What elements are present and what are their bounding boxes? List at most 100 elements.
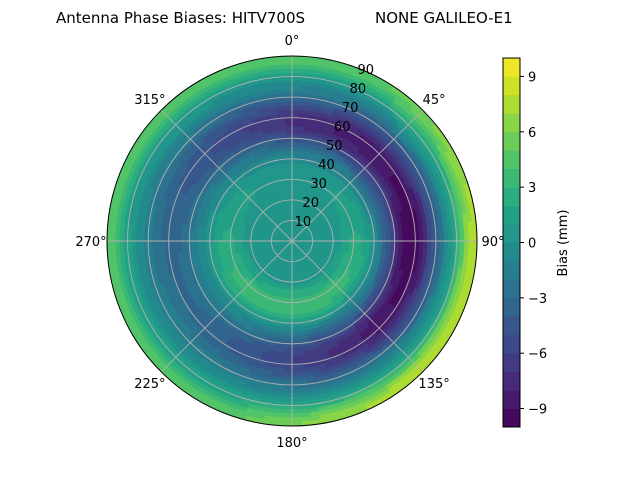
- field-cell: [283, 384, 293, 390]
- field-cell: [287, 166, 293, 172]
- field-cell: [287, 318, 293, 324]
- field-cell: [287, 314, 293, 320]
- field-cell: [201, 231, 207, 237]
- field-cell: [282, 409, 293, 414]
- field-cell: [201, 245, 207, 251]
- field-cell: [176, 240, 182, 248]
- field-cell: [221, 237, 227, 242]
- field-cell: [386, 235, 391, 242]
- field-cell: [296, 142, 303, 148]
- field-cell: [284, 372, 293, 377]
- field-cell: [423, 233, 428, 242]
- field-cell: [283, 400, 293, 406]
- field-cell: [291, 298, 296, 303]
- field-cell: [291, 380, 300, 386]
- field-cell: [291, 351, 299, 357]
- field-cell: [427, 240, 433, 249]
- field-cell: [184, 240, 190, 247]
- field-cell: [460, 231, 465, 242]
- field-cell: [282, 326, 288, 332]
- field-cell: [291, 355, 299, 361]
- field-cell: [221, 240, 227, 245]
- field-cell: [197, 235, 202, 242]
- field-cell: [443, 240, 449, 250]
- field-cell: [283, 84, 293, 90]
- field-cell: [147, 233, 153, 242]
- field-cell: [291, 88, 301, 94]
- field-cell: [284, 105, 293, 110]
- field-cell: [217, 240, 223, 246]
- field-cell: [291, 129, 299, 135]
- field-cell: [291, 105, 300, 110]
- field-cell: [402, 240, 408, 248]
- field-cell: [288, 179, 293, 184]
- field-cell: [291, 121, 299, 127]
- field-cell: [344, 234, 350, 239]
- field-cell: [365, 236, 371, 242]
- field-cell: [418, 240, 424, 249]
- field-cell: [291, 68, 302, 73]
- field-cell: [151, 233, 157, 242]
- field-cell: [176, 234, 182, 242]
- field-cell: [291, 339, 298, 345]
- field-cell: [180, 240, 186, 248]
- field-cell: [382, 235, 387, 242]
- field-cell: [291, 409, 302, 414]
- field-cell: [291, 343, 298, 349]
- field-cell: [410, 240, 416, 248]
- field-cell: [291, 326, 298, 332]
- field-cell: [382, 240, 387, 247]
- field-cell: [283, 76, 293, 82]
- field-cell: [291, 100, 300, 106]
- field-cell: [291, 310, 297, 316]
- field-cell: [291, 372, 300, 377]
- field-cell: [283, 388, 293, 394]
- field-cell: [284, 380, 293, 386]
- field-cell: [213, 236, 219, 242]
- field-cell: [143, 232, 149, 242]
- field-cell: [230, 240, 235, 245]
- field-cell: [286, 339, 293, 345]
- field-cell: [291, 174, 296, 180]
- field-cell: [285, 183, 290, 189]
- field-cell: [286, 142, 293, 147]
- field-cell: [284, 96, 293, 102]
- field-cell: [168, 234, 174, 242]
- field-cell: [431, 240, 437, 249]
- field-cell: [283, 162, 289, 168]
- field-cell: [291, 306, 296, 312]
- field-cell: [381, 245, 387, 252]
- field-cell: [288, 183, 293, 188]
- field-cell: [385, 245, 391, 252]
- field-cell: [418, 233, 424, 242]
- field-cell: [291, 400, 301, 406]
- field-cell: [291, 170, 296, 176]
- field-cell: [291, 117, 299, 123]
- field-cell: [286, 343, 293, 349]
- field-cell: [373, 240, 379, 246]
- field-cell: [353, 240, 359, 245]
- field-cell: [291, 318, 297, 324]
- field-cell: [291, 335, 298, 340]
- field-cell: [377, 231, 383, 237]
- field-cell: [294, 297, 299, 303]
- field-cell: [287, 154, 293, 160]
- field-cell: [288, 170, 293, 176]
- field-cell: [143, 240, 149, 250]
- field-cell: [285, 351, 293, 357]
- field-cell: [172, 234, 178, 242]
- field-cell: [288, 306, 293, 312]
- field-cell: [291, 331, 298, 336]
- field-cell: [217, 236, 223, 242]
- field-cell: [291, 125, 299, 131]
- field-cell: [164, 234, 170, 242]
- field-cell: [291, 392, 301, 398]
- field-cell: [284, 367, 293, 373]
- field-cell: [201, 235, 207, 242]
- field-cell: [291, 150, 298, 156]
- field-cell: [291, 142, 298, 147]
- field-cell: [281, 330, 288, 336]
- field-cell: [291, 80, 301, 86]
- field-cell: [135, 240, 141, 250]
- field-cell: [357, 233, 363, 238]
